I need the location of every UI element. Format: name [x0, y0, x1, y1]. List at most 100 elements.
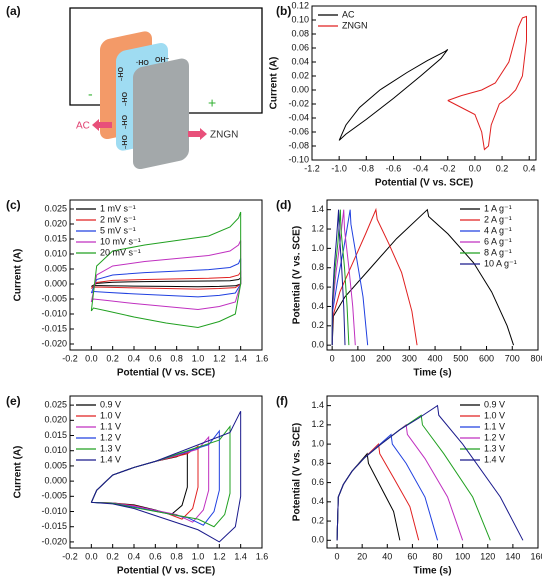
legend-label: 2 mV s⁻¹ [100, 214, 136, 224]
y-tick-label: 0.4 [311, 301, 324, 311]
series-line [338, 49, 449, 141]
x-axis-label: Time (s) [413, 368, 451, 379]
legend-label: 1.3 V [484, 443, 505, 453]
y-tick-label: 1.4 [311, 400, 324, 410]
y-tick-label: 0.04 [291, 56, 309, 66]
y-axis-label: Potential (V vs. SCE) [292, 226, 303, 324]
panel-a-diagram: (a) OH⁻ ·HO OH⁻ OH⁻ OH⁻ OH⁻ - + AC ZNGN [6, 4, 263, 170]
ac-arrow [92, 119, 112, 131]
plot-frame [69, 199, 263, 351]
y-tick-label: 1.0 [311, 438, 324, 448]
series-line [90, 211, 242, 329]
x-tick-label: 1.6 [256, 551, 269, 561]
y-axis-label: Current (A) [13, 446, 24, 499]
x-tick-label: 0.2 [106, 353, 119, 363]
y-tick-label: -0.10 [288, 154, 309, 164]
panel-label: (a) [6, 4, 21, 18]
panel-label: (e) [6, 394, 21, 408]
circuit-wire [69, 7, 263, 114]
y-tick-label: -0.08 [288, 140, 309, 150]
plot-frame [326, 395, 539, 549]
negative-sign: - [88, 86, 93, 102]
x-tick-label: 0.0 [85, 551, 98, 561]
y-tick-label: 0.4 [311, 496, 324, 506]
x-tick-label: 0 [335, 551, 340, 561]
series-line [336, 443, 420, 541]
y-tick-label: 0.0 [311, 340, 324, 350]
legend-label: 6 A g⁻¹ [484, 236, 512, 246]
y-tick-label: -0.04 [288, 112, 309, 122]
series-line [336, 404, 524, 541]
x-tick-label: 100 [350, 353, 365, 363]
y-tick-label: 0.015 [44, 430, 67, 440]
legend-label: 1 A g⁻¹ [484, 203, 512, 213]
plot-frame [311, 5, 537, 161]
x-axis-label: Time (s) [413, 566, 451, 577]
legend-label: 10 A g⁻¹ [484, 258, 517, 268]
y-tick-label: 0.10 [291, 14, 309, 24]
y-tick-label: -0.06 [288, 126, 309, 136]
zngn-arrow [188, 128, 207, 140]
legend-label: 1.2 V [484, 432, 505, 442]
y-tick-label: 1.4 [311, 204, 324, 214]
x-tick-label: 1.2 [213, 353, 226, 363]
x-tick-label: -0.2 [62, 551, 78, 561]
ion-label: OH⁻ [120, 135, 127, 150]
x-tick-label: 0.0 [469, 163, 482, 173]
legend-label: ZNGN [342, 20, 368, 30]
series-line [336, 433, 439, 541]
x-tick-label: 1.4 [234, 551, 247, 561]
zngn-label: ZNGN [210, 130, 238, 141]
y-axis-label: Current (A) [269, 57, 280, 110]
y-tick-label: 0.8 [311, 262, 324, 272]
y-tick-label: 0.0 [311, 535, 324, 545]
legend-label: 1.1 V [484, 421, 505, 431]
x-tick-label: 400 [428, 353, 443, 363]
legend-label: 0.9 V [484, 399, 505, 409]
series-line [331, 209, 356, 346]
x-tick-label: 100 [455, 551, 470, 561]
ion-label: ·HO [136, 60, 149, 67]
positive-sign: + [208, 95, 216, 111]
y-tick-label: 1.2 [311, 419, 324, 429]
legend-label: AC [342, 9, 355, 19]
y-tick-label: 0.015 [44, 233, 67, 243]
ac-label: AC [76, 121, 90, 132]
x-tick-label: -0.2 [440, 163, 456, 173]
x-tick-label: -0.4 [413, 163, 429, 173]
x-tick-label: 1.4 [234, 353, 247, 363]
x-tick-label: 0.4 [128, 551, 141, 561]
x-tick-label: -1.0 [331, 163, 347, 173]
x-tick-label: 0.4 [523, 163, 536, 173]
panel-label: (c) [6, 198, 21, 212]
series-line [90, 410, 242, 543]
x-tick-label: -0.6 [386, 163, 402, 173]
legend-label: 1.2 V [100, 432, 121, 442]
panel-label: (f) [276, 394, 288, 408]
x-tick-label: 0.2 [106, 551, 119, 561]
series-line [447, 15, 527, 151]
ion-label: OH⁻ [155, 57, 170, 64]
legend-label: 2 A g⁻¹ [484, 214, 512, 224]
y-tick-label: 0.02 [291, 70, 309, 80]
y-tick-label: 0.020 [44, 218, 67, 228]
y-tick-label: 0.6 [311, 281, 324, 291]
legend-label: 10 mV s⁻¹ [100, 236, 141, 246]
x-tick-label: -0.8 [359, 163, 375, 173]
y-tick-label: 0.010 [44, 445, 67, 455]
x-tick-label: 800 [530, 353, 542, 363]
y-tick-label: -0.020 [41, 536, 67, 546]
x-tick-label: -1.2 [304, 163, 320, 173]
legend-label: 4 A g⁻¹ [484, 225, 512, 235]
y-tick-label: -0.015 [41, 521, 67, 531]
x-axis-label: Potential (V vs. SCE) [117, 566, 215, 577]
plot-frame [69, 395, 263, 549]
x-tick-label: 1.0 [192, 551, 205, 561]
x-tick-label: 0.8 [170, 551, 183, 561]
y-tick-label: -0.015 [41, 323, 67, 333]
y-tick-label: 0.025 [44, 203, 67, 213]
y-tick-label: -0.02 [288, 98, 309, 108]
series-line [331, 207, 418, 346]
legend-label: 8 A g⁻¹ [484, 247, 512, 257]
